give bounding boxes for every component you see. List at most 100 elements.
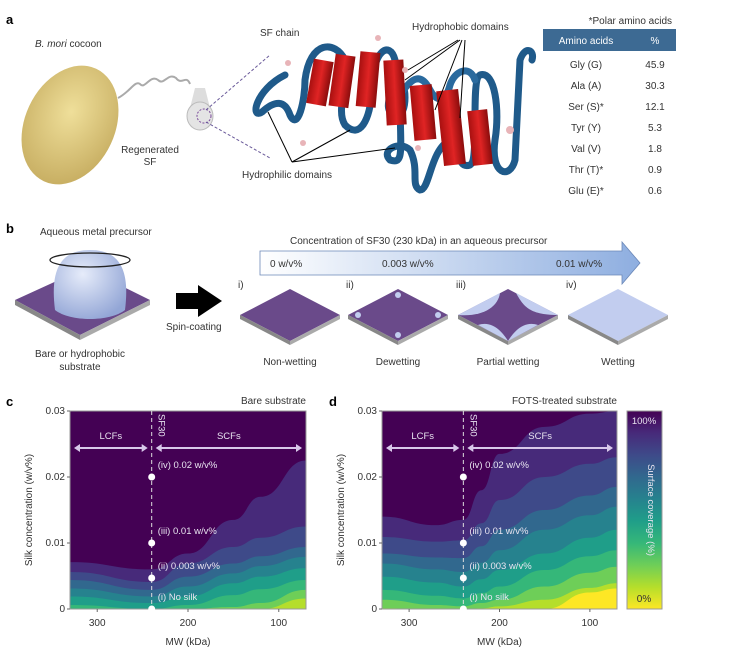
amino-acid-percent: 1.8 bbox=[648, 144, 662, 155]
y-axis-label: Silk concentration (w/v%) bbox=[336, 454, 347, 566]
spin-coating-label: Spin-coating bbox=[166, 322, 222, 333]
tile-edge bbox=[508, 315, 558, 345]
data-point bbox=[459, 539, 467, 547]
table-row: Thr (T)* 0.9 bbox=[569, 165, 663, 176]
table-header-bar bbox=[543, 29, 676, 51]
panel-letter-a: a bbox=[6, 12, 14, 27]
point-label: (iv) 0.02 w/v% bbox=[469, 460, 529, 471]
lcfs-label: LCFs bbox=[411, 431, 434, 442]
contour-plot-d: d FOTS-treated substrate 0 0.01 0.02 0.03 300 2… bbox=[329, 394, 618, 648]
x-tick-label: 200 bbox=[180, 618, 197, 629]
colorbar-label: Surface coverage (%) bbox=[645, 464, 656, 556]
panel-letter-b: b bbox=[6, 221, 14, 236]
silk-thread-illustration bbox=[117, 75, 191, 99]
state-label: Wetting bbox=[601, 357, 635, 368]
droplet bbox=[355, 312, 361, 318]
y-tick-label: 0.03 bbox=[46, 406, 66, 417]
tile-edge bbox=[618, 315, 668, 345]
sf30-label: SF30 bbox=[156, 414, 167, 437]
x-tick-label: 100 bbox=[270, 618, 287, 629]
colorbar: 100% 0% Surface coverage (%) bbox=[626, 410, 663, 610]
state-label: Partial wetting bbox=[477, 357, 540, 368]
droplet bbox=[435, 312, 441, 318]
y-tick-label: 0.02 bbox=[46, 472, 66, 483]
gradient-label-0: 0 w/v% bbox=[270, 259, 302, 270]
gradient-title: Concentration of SF30 (230 kDa) in an aq… bbox=[290, 236, 548, 247]
substrate-label-1: Bare or hydrophobic bbox=[35, 349, 125, 360]
substrate-tile bbox=[240, 289, 340, 341]
amino-acid-percent: 0.9 bbox=[648, 165, 662, 176]
lcfs-label: LCFs bbox=[99, 431, 122, 442]
point-label: (iv) 0.02 w/v% bbox=[158, 460, 218, 471]
state-index: ii) bbox=[346, 280, 354, 291]
panel-letter-c: c bbox=[6, 394, 13, 409]
amino-acid-percent: 30.3 bbox=[645, 81, 665, 92]
data-point bbox=[148, 574, 156, 582]
hydrophilic-domains-label: Hydrophilic domains bbox=[242, 170, 332, 181]
contour-plot-c: c Bare substrate 0 0.01 0.02 0.03 300 200 100 MW … bbox=[6, 394, 307, 648]
contour-fills bbox=[70, 411, 306, 609]
regenerated-sf-label-1: Regenerated bbox=[121, 145, 179, 156]
x-tick-label: 200 bbox=[491, 618, 508, 629]
data-point bbox=[459, 473, 467, 481]
y-tick-label: 0.02 bbox=[358, 472, 378, 483]
tile-edge bbox=[240, 315, 290, 345]
colorbar-gradient bbox=[626, 410, 663, 610]
data-point bbox=[148, 539, 156, 547]
table-row: Glu (E)* 0.6 bbox=[568, 186, 662, 197]
x-axis-label: MW (kDa) bbox=[166, 637, 211, 648]
silk-fibroin-chain-illustration bbox=[252, 35, 537, 194]
substrate-droplet-illustration bbox=[15, 250, 150, 340]
substrate-tile bbox=[458, 289, 558, 341]
point-label: (iii) 0.01 w/v% bbox=[158, 526, 218, 537]
x-tick-label: 300 bbox=[89, 618, 106, 629]
tile-edge bbox=[398, 315, 448, 345]
droplet bbox=[395, 292, 401, 298]
amino-acid-percent: 0.6 bbox=[648, 186, 662, 197]
amino-acid-name: Tyr (Y) bbox=[571, 123, 601, 134]
cocoon-illustration bbox=[21, 65, 119, 185]
point-label: (i) No silk bbox=[469, 592, 509, 603]
cocoon-label: B. mori cocoon bbox=[35, 39, 102, 50]
substrate-tile bbox=[568, 289, 668, 341]
tile-edge bbox=[458, 315, 508, 345]
right-arrow-icon bbox=[176, 285, 222, 317]
data-point bbox=[148, 605, 156, 613]
sf30-label: SF30 bbox=[467, 414, 478, 437]
gradient-label-1: 0.003 w/v% bbox=[382, 259, 434, 270]
scfs-label: SCFs bbox=[528, 431, 552, 442]
amino-acid-percent: 45.9 bbox=[645, 60, 665, 71]
point-label: (iii) 0.01 w/v% bbox=[469, 526, 529, 537]
sf-chain-label: SF chain bbox=[260, 28, 299, 39]
wetting-state-1: i) Non-wetting bbox=[238, 280, 340, 368]
aqueous-precursor-label: Aqueous metal precursor bbox=[40, 227, 152, 238]
y-tick-label: 0 bbox=[59, 604, 65, 615]
wetting-state-4: iv) Wetting bbox=[566, 280, 668, 368]
polar-amino-acids-note: *Polar amino acids bbox=[589, 16, 672, 27]
hydrophobic-domains-label: Hydrophobic domains bbox=[412, 22, 509, 33]
data-point bbox=[459, 574, 467, 582]
amino-acid-name: Gly (G) bbox=[570, 60, 602, 71]
concentration-gradient-arrow bbox=[259, 240, 641, 286]
state-index: iv) bbox=[566, 280, 577, 291]
amino-acid-percent: 5.3 bbox=[648, 123, 662, 134]
table-row: Val (V) 1.8 bbox=[571, 144, 662, 155]
amino-acid-name: Ser (S)* bbox=[568, 102, 604, 113]
contour-level-8 bbox=[382, 583, 617, 609]
x-tick-label: 300 bbox=[401, 618, 418, 629]
amino-acid-percent: 12.1 bbox=[645, 102, 665, 113]
contour-level-8 bbox=[70, 598, 306, 609]
tile-edge bbox=[290, 315, 340, 345]
point-label: (ii) 0.003 w/v% bbox=[158, 561, 221, 572]
double-arrow-icon bbox=[386, 444, 460, 452]
amino-acid-name: Ala (A) bbox=[571, 81, 602, 92]
amino-acid-name: Thr (T)* bbox=[569, 165, 604, 176]
amino-acid-name: Val (V) bbox=[571, 144, 601, 155]
colorbar-max-label: 100% bbox=[632, 416, 657, 427]
contour-fills bbox=[382, 411, 617, 609]
substrate-label-2: substrate bbox=[59, 362, 101, 373]
state-index: i) bbox=[238, 280, 244, 291]
wetting-state-3: iii) Partial wetting bbox=[456, 280, 558, 368]
state-index: iii) bbox=[456, 280, 466, 291]
